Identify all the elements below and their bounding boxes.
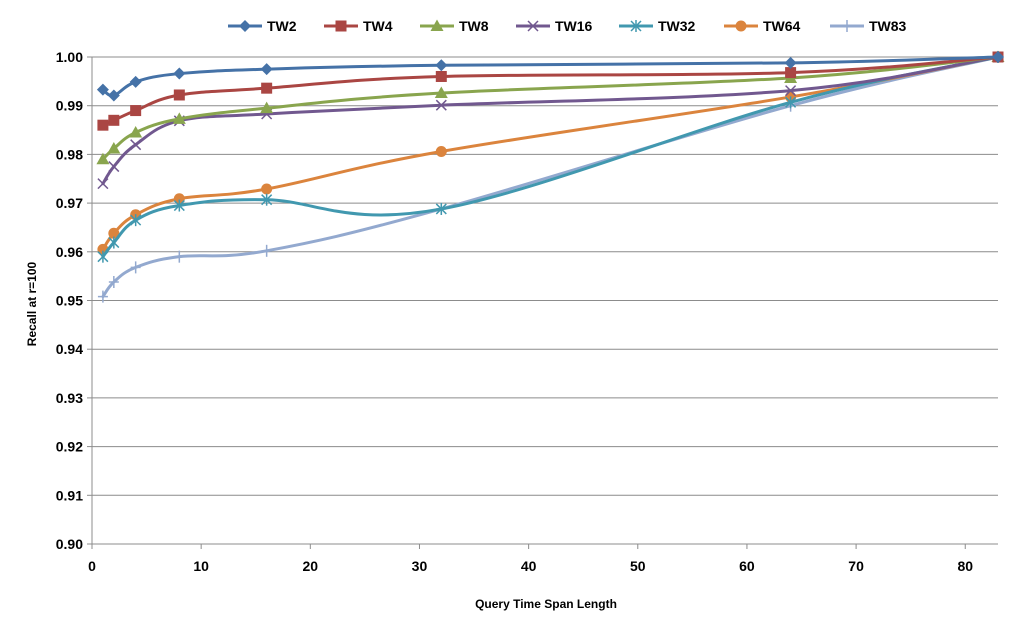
data-point — [842, 20, 852, 32]
data-point — [435, 145, 447, 157]
data-point — [130, 105, 142, 117]
y-tick-label: 0.90 — [56, 536, 83, 552]
data-point — [630, 20, 642, 32]
grid-lines — [92, 56, 998, 496]
data-point — [97, 290, 108, 303]
data-point — [173, 199, 185, 212]
data-point — [785, 85, 797, 97]
data-point — [130, 139, 142, 151]
legend-item-tw2: TW2 — [228, 18, 297, 34]
legend-item-tw4: TW4 — [324, 18, 393, 34]
data-point — [435, 70, 447, 82]
data-point — [97, 250, 109, 263]
data-point — [261, 193, 273, 206]
data-point — [129, 75, 142, 88]
data-point — [785, 96, 797, 109]
data-point — [107, 89, 120, 102]
legend-label: TW64 — [763, 18, 801, 34]
y-tick-label: 0.95 — [56, 293, 83, 309]
data-point — [261, 82, 273, 94]
data-point — [96, 152, 110, 165]
data-point — [107, 142, 121, 154]
data-point — [735, 20, 747, 32]
y-axis-title: Recall at r=100 — [25, 261, 39, 346]
series-lines — [96, 50, 1005, 303]
data-point — [785, 67, 797, 79]
data-point — [96, 83, 109, 96]
y-tick-label: 1.00 — [56, 49, 83, 65]
series-tw2 — [96, 51, 1004, 102]
data-point — [527, 20, 539, 32]
legend-item-tw64: TW64 — [724, 18, 801, 34]
data-point — [173, 67, 186, 80]
data-point — [992, 51, 1004, 63]
legend-item-tw16: TW16 — [516, 18, 593, 34]
data-point — [130, 214, 142, 227]
y-tick-label: 0.97 — [56, 195, 83, 211]
legend: TW2 TW4 TW8 TW16 TW32 TW64 TW83 — [228, 18, 907, 34]
legend-label: TW8 — [459, 18, 489, 34]
data-point — [129, 125, 143, 138]
data-point — [173, 89, 185, 101]
y-tick-label: 0.91 — [56, 487, 83, 503]
x-tick-label: 0 — [88, 558, 96, 574]
legend-item-tw83: TW83 — [830, 18, 907, 34]
data-point — [435, 59, 448, 72]
legend-label: TW32 — [658, 18, 696, 34]
legend-item-tw8: TW8 — [420, 18, 489, 34]
data-point — [108, 236, 120, 249]
data-point — [260, 101, 274, 114]
data-point — [261, 244, 272, 257]
y-tick-label: 0.99 — [56, 98, 83, 114]
x-tick-label: 30 — [412, 558, 428, 574]
data-point — [108, 114, 120, 126]
x-tick-label: 20 — [303, 558, 319, 574]
x-tick-label: 40 — [521, 558, 537, 574]
y-tick-label: 0.92 — [56, 439, 83, 455]
legend-label: TW83 — [869, 18, 907, 34]
series-tw4 — [97, 51, 1004, 131]
x-tick-label: 50 — [630, 558, 646, 574]
x-axis-title: Query Time Span Length — [475, 597, 617, 611]
data-point — [173, 193, 185, 205]
data-point — [335, 20, 347, 32]
data-point — [130, 261, 141, 274]
y-tick-label: 0.98 — [56, 146, 83, 162]
data-point — [174, 250, 185, 263]
data-point — [261, 183, 273, 195]
legend-item-tw32: TW32 — [619, 18, 696, 34]
legend-label: TW16 — [555, 18, 593, 34]
y-tick-label: 0.94 — [56, 341, 83, 357]
series-line — [101, 55, 1000, 161]
x-tick-label: 70 — [848, 558, 864, 574]
y-tick-label: 0.96 — [56, 244, 83, 260]
data-point — [108, 161, 120, 173]
data-point — [108, 227, 120, 239]
data-point — [97, 119, 109, 131]
data-point — [172, 112, 186, 124]
data-point — [108, 275, 119, 288]
data-point — [430, 19, 444, 31]
x-tick-label: 10 — [193, 558, 209, 574]
series-line — [101, 55, 1000, 299]
data-point — [97, 178, 109, 190]
data-point — [260, 63, 273, 76]
data-point — [784, 56, 797, 69]
x-tick-label: 60 — [739, 558, 755, 574]
tick-labels: 0.90 0.91 0.92 0.93 0.94 0.95 0.96 0.97 0.98 0.99… — [56, 49, 974, 574]
axes — [87, 56, 998, 549]
y-tick-label: 0.93 — [56, 390, 83, 406]
data-point — [435, 99, 447, 111]
legend-label: TW2 — [267, 18, 297, 34]
x-tick-label: 80 — [957, 558, 973, 574]
data-point — [434, 86, 448, 99]
data-point — [239, 20, 251, 32]
data-point — [435, 202, 447, 215]
legend-label: TW4 — [363, 18, 393, 34]
